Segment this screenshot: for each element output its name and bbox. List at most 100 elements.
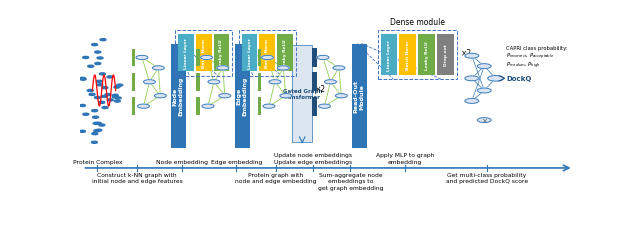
Circle shape (79, 105, 86, 107)
Circle shape (102, 87, 108, 89)
Bar (352, 44, 367, 148)
Text: ×2: ×2 (315, 85, 326, 94)
Bar (196, 74, 200, 91)
Text: Read-Out
Module: Read-Out Module (354, 80, 365, 113)
Bar (239, 31, 296, 76)
Circle shape (108, 99, 113, 101)
Circle shape (202, 105, 214, 109)
Bar (292, 46, 312, 142)
Bar (378, 31, 457, 80)
Text: $P_{incorrect}$, $P_{acceptable}$: $P_{incorrect}$, $P_{acceptable}$ (506, 51, 554, 61)
Bar (178, 34, 194, 72)
Text: CAPRI class probability:: CAPRI class probability: (506, 45, 567, 50)
Text: Edge embedding: Edge embedding (211, 159, 262, 164)
Circle shape (477, 118, 491, 123)
Circle shape (101, 96, 108, 98)
Circle shape (154, 94, 166, 98)
Text: Sum-aggregate node
embeddings to
get graph embedding: Sum-aggregate node embeddings to get gra… (317, 173, 383, 190)
Text: Protein graph with
node and edge embedding: Protein graph with node and edge embeddi… (235, 173, 317, 184)
Bar (277, 34, 292, 72)
Text: ×: × (481, 118, 487, 124)
Circle shape (488, 76, 504, 82)
Circle shape (95, 123, 101, 125)
Circle shape (79, 131, 86, 133)
Circle shape (136, 56, 148, 60)
Circle shape (88, 66, 93, 68)
Bar (132, 98, 135, 115)
Circle shape (319, 105, 330, 109)
Circle shape (200, 56, 212, 60)
Bar (259, 34, 275, 72)
Bar (258, 74, 261, 91)
Bar (419, 35, 435, 76)
Circle shape (95, 97, 100, 99)
Circle shape (324, 80, 337, 85)
Bar (381, 35, 397, 76)
Circle shape (107, 76, 113, 79)
Circle shape (94, 130, 100, 132)
Circle shape (99, 74, 106, 76)
Text: DockQ: DockQ (507, 76, 532, 82)
Bar (312, 73, 317, 92)
Circle shape (99, 102, 105, 104)
Circle shape (335, 94, 348, 98)
Circle shape (92, 133, 98, 135)
Bar (258, 50, 261, 67)
Circle shape (465, 54, 479, 59)
Circle shape (83, 57, 89, 59)
Text: Linear Layer: Linear Layer (387, 40, 391, 70)
Text: Linear Layer: Linear Layer (248, 38, 252, 69)
Circle shape (333, 67, 345, 71)
Circle shape (97, 84, 103, 86)
Circle shape (262, 56, 273, 60)
Circle shape (105, 94, 111, 96)
Text: Node
Embedding: Node Embedding (173, 77, 184, 116)
Circle shape (112, 95, 118, 97)
Circle shape (263, 105, 275, 109)
Circle shape (99, 124, 105, 126)
Text: ×2: ×2 (461, 49, 472, 58)
Bar (312, 97, 317, 116)
Text: Construct k-NN graph with
initial node and edge features: Construct k-NN graph with initial node a… (92, 173, 182, 184)
Bar (214, 34, 229, 72)
Bar (132, 50, 135, 67)
Circle shape (465, 99, 479, 104)
Circle shape (79, 78, 86, 80)
Circle shape (277, 67, 289, 71)
Circle shape (477, 64, 491, 69)
Circle shape (280, 94, 292, 98)
Circle shape (96, 81, 102, 83)
Text: Leaky ReLU: Leaky ReLU (220, 39, 223, 68)
Circle shape (96, 130, 102, 132)
Circle shape (269, 80, 281, 85)
Text: Linear Layer: Linear Layer (184, 38, 188, 69)
Circle shape (92, 142, 97, 144)
Text: Leaky ReLU: Leaky ReLU (425, 41, 429, 69)
Bar (399, 35, 416, 76)
Circle shape (152, 67, 164, 71)
Bar (196, 98, 200, 115)
Text: Drop out: Drop out (444, 44, 447, 66)
Circle shape (116, 85, 123, 87)
Circle shape (112, 97, 118, 99)
Text: Apply MLP to graph
embedding: Apply MLP to graph embedding (376, 153, 434, 164)
Bar (242, 34, 257, 72)
Circle shape (89, 94, 95, 96)
Circle shape (92, 110, 98, 112)
Circle shape (97, 58, 103, 60)
Bar (258, 98, 261, 115)
Text: Batch Norm: Batch Norm (202, 39, 205, 68)
Circle shape (208, 80, 220, 85)
Circle shape (477, 89, 491, 94)
Bar (196, 34, 212, 72)
Text: Protein Complex: Protein Complex (72, 159, 122, 164)
Bar (132, 74, 135, 91)
Circle shape (93, 117, 99, 119)
Text: Update node embeddings
Update edge embeddings: Update node embeddings Update edge embed… (274, 153, 352, 164)
Text: $P_{medium}$, $P_{high}$: $P_{medium}$, $P_{high}$ (506, 60, 540, 70)
Circle shape (80, 79, 86, 81)
Circle shape (93, 123, 99, 125)
Bar (171, 44, 186, 148)
Circle shape (114, 87, 120, 89)
Circle shape (95, 52, 100, 54)
